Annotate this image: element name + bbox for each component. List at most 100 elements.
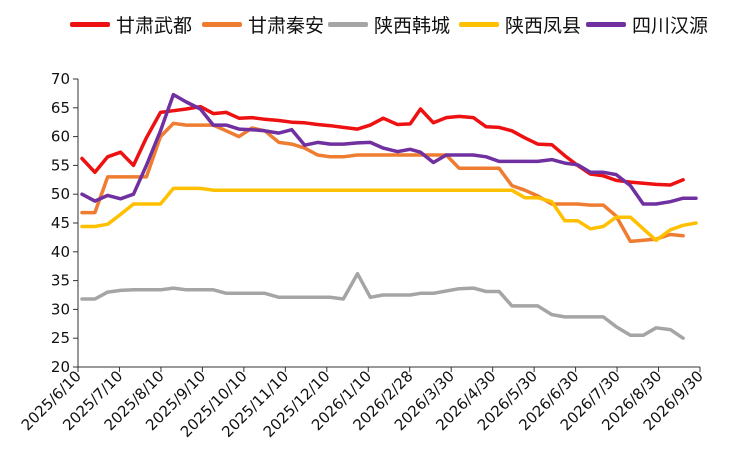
series-4-point <box>133 203 134 205</box>
series-3-point <box>589 316 591 318</box>
series-2-point <box>409 154 411 156</box>
series-2-point <box>369 154 371 156</box>
series-3-point <box>577 316 579 318</box>
series-2-point <box>458 167 460 169</box>
y-tick-label: 40 <box>51 243 70 261</box>
series-1-point <box>369 124 371 126</box>
series-3-point <box>615 326 617 328</box>
series-5-point <box>185 101 187 103</box>
series-5-point <box>629 185 631 187</box>
legend-entry-4: 陕西凤县 <box>459 8 581 40</box>
legend-entry-1: 甘肃武都 <box>70 8 192 40</box>
series-4-point <box>304 189 306 191</box>
series-4-point <box>342 189 344 191</box>
y-tick-label: 30 <box>51 300 70 318</box>
series-5-point <box>133 193 134 195</box>
series-2-point <box>432 154 434 156</box>
series-3-point <box>498 291 500 292</box>
series-3-point <box>225 292 227 294</box>
series-3-point <box>524 305 526 307</box>
series-1-point <box>472 117 474 119</box>
series-2-point <box>682 235 684 237</box>
series-2-point <box>107 176 109 178</box>
series-5-point <box>357 142 358 144</box>
series-3-point <box>445 290 447 292</box>
series-2-point <box>342 156 344 158</box>
series-4-point <box>602 226 604 227</box>
series-5-point <box>317 141 319 143</box>
series-4-point <box>81 226 83 227</box>
series-4-point <box>551 201 553 203</box>
series-3-point <box>278 296 280 298</box>
series-5-point <box>304 144 306 146</box>
legend-label-1: 甘肃武都 <box>116 14 193 37</box>
series-1-point <box>291 121 293 123</box>
series-3-point <box>212 289 214 291</box>
series-3-point <box>485 291 487 292</box>
series-4-point <box>238 189 240 191</box>
series-4-point <box>225 189 227 191</box>
series-5-point <box>278 132 280 134</box>
series-line-3 <box>80 271 685 340</box>
series-3-point <box>564 316 566 318</box>
series-2-point <box>420 154 421 156</box>
series-5-point <box>291 129 293 131</box>
series-2-point <box>498 167 500 169</box>
series-2-point <box>185 124 187 126</box>
series-3-point <box>655 327 657 329</box>
y-axis-ticks: 20 25 30 35 40 45 50 55 60 65 70 <box>51 70 78 376</box>
series-3-point <box>133 289 134 291</box>
series-4-point <box>615 216 617 218</box>
series-5-point <box>329 143 331 145</box>
series-2-point <box>396 154 398 156</box>
y-tick-label: 60 <box>51 128 70 146</box>
series-5-point <box>524 160 526 162</box>
legend-entry-3: 陕西韩城 <box>328 8 450 40</box>
chart-legend: 甘肃武都 甘肃秦安 陕西韩城 陕西凤县 四川汉源 <box>0 8 743 40</box>
series-1-point <box>212 113 214 115</box>
series-2-point <box>669 234 671 235</box>
series-5-point <box>682 197 684 199</box>
series-line-5 <box>80 92 698 206</box>
series-4-point <box>511 189 513 191</box>
series-3-point <box>357 273 358 275</box>
series-1-point <box>615 179 617 181</box>
series-3-point <box>602 316 604 318</box>
series-3-point <box>81 298 83 300</box>
series-4-point <box>329 189 331 191</box>
series-5-point <box>615 174 617 176</box>
legend-swatch-1 <box>70 21 110 27</box>
series-4-point <box>185 187 187 189</box>
series-5-point <box>199 108 201 110</box>
series-3-point <box>396 294 398 296</box>
series-1-point <box>629 181 631 183</box>
series-4-point <box>498 189 500 191</box>
series-5-point <box>485 156 487 158</box>
series-3-point <box>329 296 331 298</box>
series-2-point <box>133 176 134 178</box>
series-1-point <box>278 120 280 121</box>
series-3-point <box>291 296 293 298</box>
series-5-point <box>107 194 109 196</box>
series-1-point <box>511 130 513 132</box>
series-5-point <box>120 198 122 200</box>
series-4-point <box>396 189 398 191</box>
series-5-point <box>458 154 460 156</box>
series-1-point <box>94 171 96 173</box>
series-4-point <box>537 197 539 199</box>
series-1-point <box>133 164 134 166</box>
series-5-point <box>511 160 513 162</box>
series-4-point <box>369 189 371 191</box>
series-2-point <box>472 167 474 169</box>
series-1-point <box>682 179 684 181</box>
series-3-point <box>409 294 411 296</box>
series-1-point <box>458 115 460 117</box>
series-4-point <box>107 223 109 225</box>
series-3-point <box>669 329 671 331</box>
series-5-point <box>172 94 174 96</box>
series-2-point <box>577 203 579 205</box>
series-2-point <box>81 212 83 214</box>
series-3-point <box>342 298 344 300</box>
series-lines <box>80 92 698 340</box>
series-5-point <box>251 129 253 131</box>
